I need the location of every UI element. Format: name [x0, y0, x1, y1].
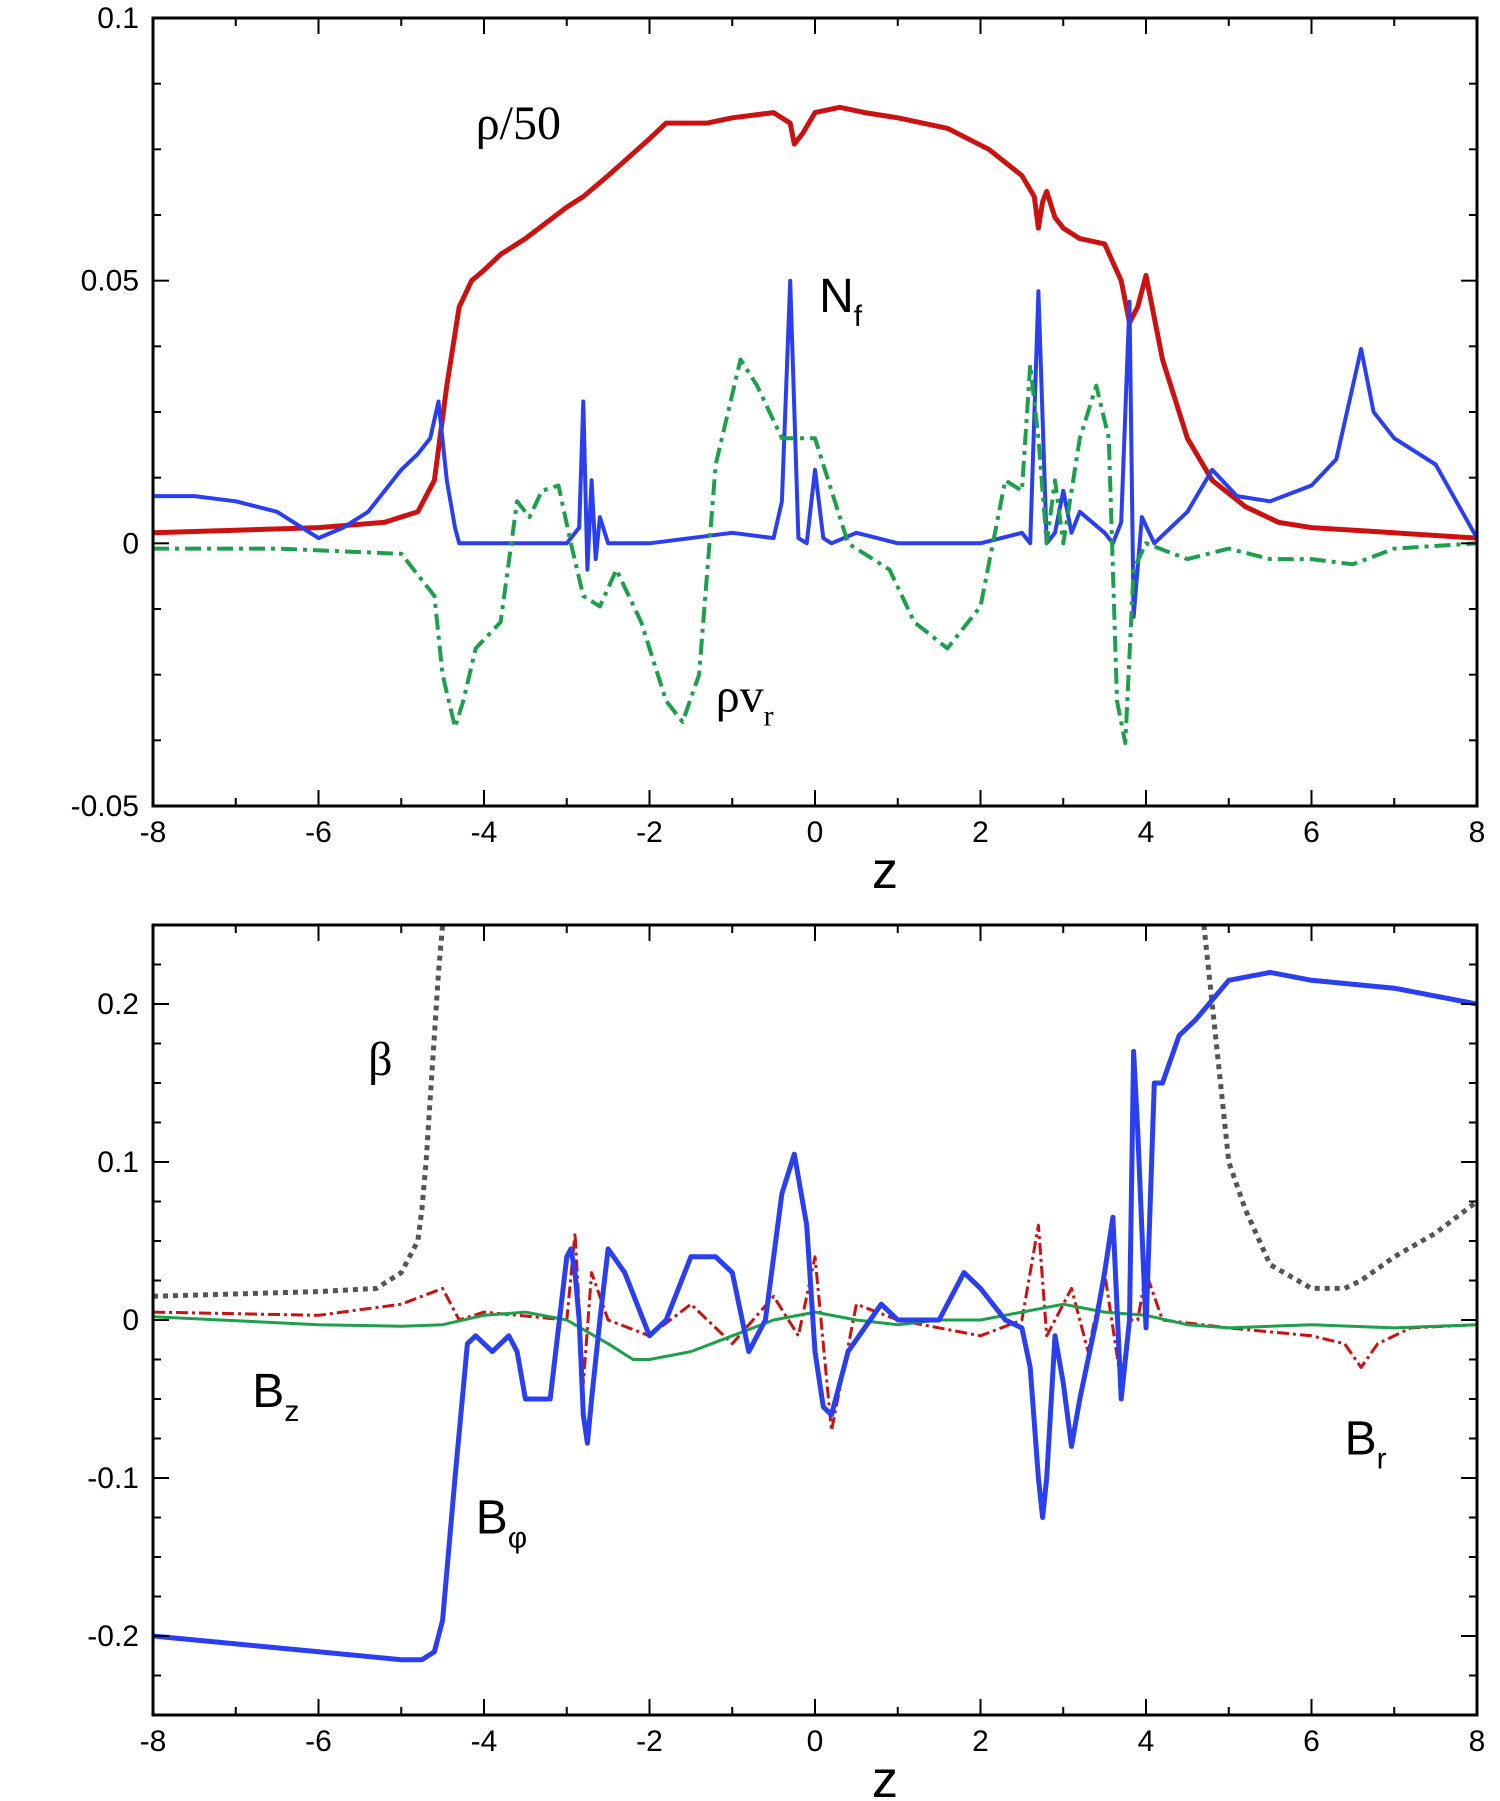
x-tick-label: 4: [1138, 1725, 1155, 1758]
series-line-1-0: [153, 925, 446, 1299]
x-tick-label: -2: [636, 816, 663, 849]
y-tick-label: -0.1: [87, 1462, 139, 1495]
y-tick-label: 0.1: [97, 1146, 139, 1179]
series-line-0-1: [153, 278, 1477, 619]
y-tick-label: -0.2: [87, 1620, 139, 1653]
y-tick-label: 0.1: [97, 2, 139, 35]
top-panel: -8 -6 -4 -2 0 2 4 6 8 -0.05 0 0.05 0.1 z ρ/50 Nf ρvr: [71, 2, 1486, 900]
x-tick-label: 6: [1303, 816, 1320, 849]
series-line-1-1: [1201, 925, 1477, 1291]
x-axis-label: z: [872, 1751, 898, 1801]
y-tick-label: 0.2: [97, 988, 139, 1021]
series-annotation: ρ/50: [476, 97, 561, 150]
series-annotation: ρvr: [716, 669, 774, 732]
series-line-1-4: [153, 969, 1477, 1663]
y-tick-label: 0: [122, 527, 139, 560]
x-tick-label: 2: [972, 1725, 989, 1758]
x-tick-label: -4: [471, 816, 498, 849]
series-annotation: Nf: [819, 270, 863, 333]
series-annotation: β: [368, 1033, 392, 1086]
x-tick-label: -6: [305, 1725, 332, 1758]
x-axis-label: z: [872, 842, 898, 900]
bottom-panel: -8 -6 -4 -2 0 2 4 6 8 -0.2 -0.1 0 0.1 0.2 z β Bz Br Bφ: [87, 923, 1486, 1801]
x-tick-label: 8: [1469, 816, 1486, 849]
x-tick-label: -8: [140, 816, 167, 849]
series-line-0-0: [153, 104, 1477, 541]
x-tick-label: 8: [1469, 1725, 1486, 1758]
series-line-1-3: [153, 1302, 1477, 1361]
y-tick-label: -0.05: [71, 790, 139, 823]
x-tick-label: -6: [305, 816, 332, 849]
x-tick-label: -8: [140, 1725, 167, 1758]
y-tick-label: 0: [122, 1304, 139, 1337]
y-tick-label: 0.05: [81, 265, 139, 298]
x-tick-label: 2: [972, 816, 989, 849]
series-annotation: Bz: [252, 1365, 299, 1428]
x-tick-label: -2: [636, 1725, 663, 1758]
x-tick-label: -4: [471, 1725, 498, 1758]
series-annotation: Bφ: [476, 1491, 527, 1554]
x-tick-label: 4: [1138, 816, 1155, 849]
x-tick-label: 0: [807, 1725, 824, 1758]
x-tick-label: 0: [807, 816, 824, 849]
series-line-0-2: [153, 357, 1477, 745]
x-tick-label: 6: [1303, 1725, 1320, 1758]
series-annotation: Br: [1345, 1412, 1387, 1475]
